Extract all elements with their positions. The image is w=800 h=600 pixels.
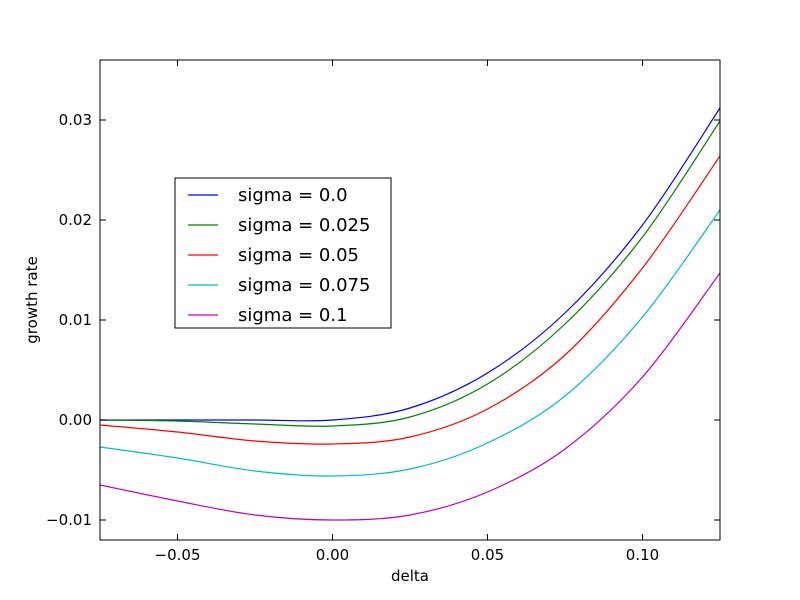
- series-line-0: [100, 107, 720, 422]
- y-tick-label: 0.01: [59, 311, 92, 329]
- y-tick-label: −0.01: [46, 511, 92, 529]
- legend-label-3: sigma = 0.075: [238, 275, 370, 296]
- series-line-2: [100, 155, 720, 445]
- y-axis-ticks: −0.01 0.00 0.01 0.02 0.03: [46, 111, 720, 529]
- legend-box: [174, 177, 392, 329]
- x-axis-label: delta: [391, 567, 429, 585]
- legend-label-0: sigma = 0.0: [238, 185, 348, 206]
- series-line-4: [100, 272, 720, 521]
- legend-label-4: sigma = 0.1: [238, 305, 348, 326]
- legend: sigma = 0.0 sigma = 0.025 sigma = 0.05 sigm…: [174, 177, 392, 329]
- x-tick-label: 0.00: [316, 546, 349, 564]
- y-axis-label: growth rate: [23, 256, 41, 343]
- y-tick-label: 0.02: [59, 211, 92, 229]
- series-line-1: [100, 120, 720, 427]
- series-lines: [100, 107, 720, 521]
- legend-label-1: sigma = 0.025: [238, 215, 370, 236]
- x-tick-label: −0.05: [155, 546, 201, 564]
- plot-frame: [99, 59, 721, 541]
- x-tick-label: 0.10: [626, 546, 659, 564]
- x-axis-ticks: −0.05 0.00 0.05 0.10: [155, 60, 659, 564]
- legend-label-2: sigma = 0.05: [238, 245, 359, 266]
- x-tick-label: 0.05: [471, 546, 504, 564]
- series-line-3: [100, 209, 720, 477]
- y-tick-label: 0.00: [59, 411, 92, 429]
- y-tick-label: 0.03: [59, 111, 92, 129]
